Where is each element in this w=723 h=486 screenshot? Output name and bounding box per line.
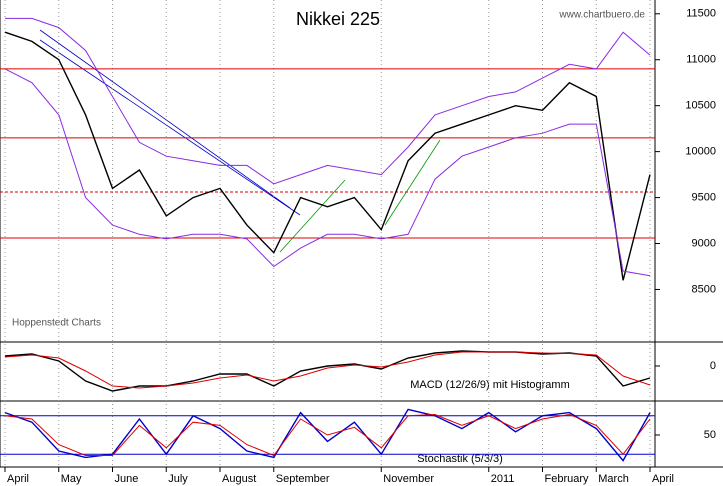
y-tick-label: 9000 <box>692 237 716 249</box>
series-line <box>4 351 651 389</box>
note: Hoppenstedt Charts <box>12 318 101 329</box>
y-tick-label: 0 <box>710 360 716 372</box>
y-tick-label: 10500 <box>685 100 716 112</box>
x-tick-label: February <box>545 473 590 485</box>
y-tick-label: 8500 <box>692 283 716 295</box>
series-line <box>4 350 651 392</box>
y-tick-label: 9500 <box>692 191 716 203</box>
frame <box>0 0 723 468</box>
y-tick-label: 11500 <box>686 8 716 20</box>
x-tick-label: March <box>598 473 629 485</box>
series-line <box>4 31 651 281</box>
source: www.chartbuero.de <box>558 10 645 21</box>
x-tick-label: July <box>168 473 188 485</box>
series-line <box>4 68 651 277</box>
y-tick-label: 10000 <box>685 146 716 158</box>
x-tick-label: November <box>383 473 434 485</box>
chart-title: Nikkei 225 <box>296 9 380 29</box>
x-tick-label: August <box>222 473 256 485</box>
stoch-title: Stochastik (5/3/3) <box>417 453 503 465</box>
x-tick-label: June <box>115 473 139 485</box>
series-line <box>4 413 651 457</box>
x-tick-label: April <box>7 473 29 485</box>
x-tick-label: April <box>652 473 674 485</box>
x-tick-label: May <box>61 473 82 485</box>
x-tick-label: September <box>276 473 330 485</box>
macd-title: MACD (12/26/9) mit Histogramm <box>410 379 570 391</box>
series-line <box>5 17 651 185</box>
y-tick-label: 50 <box>704 429 716 441</box>
y-tick-label: 11000 <box>686 54 716 66</box>
x-tick-label: 2011 <box>491 473 515 485</box>
series-line <box>4 408 651 462</box>
trend-lines-green <box>279 139 441 253</box>
